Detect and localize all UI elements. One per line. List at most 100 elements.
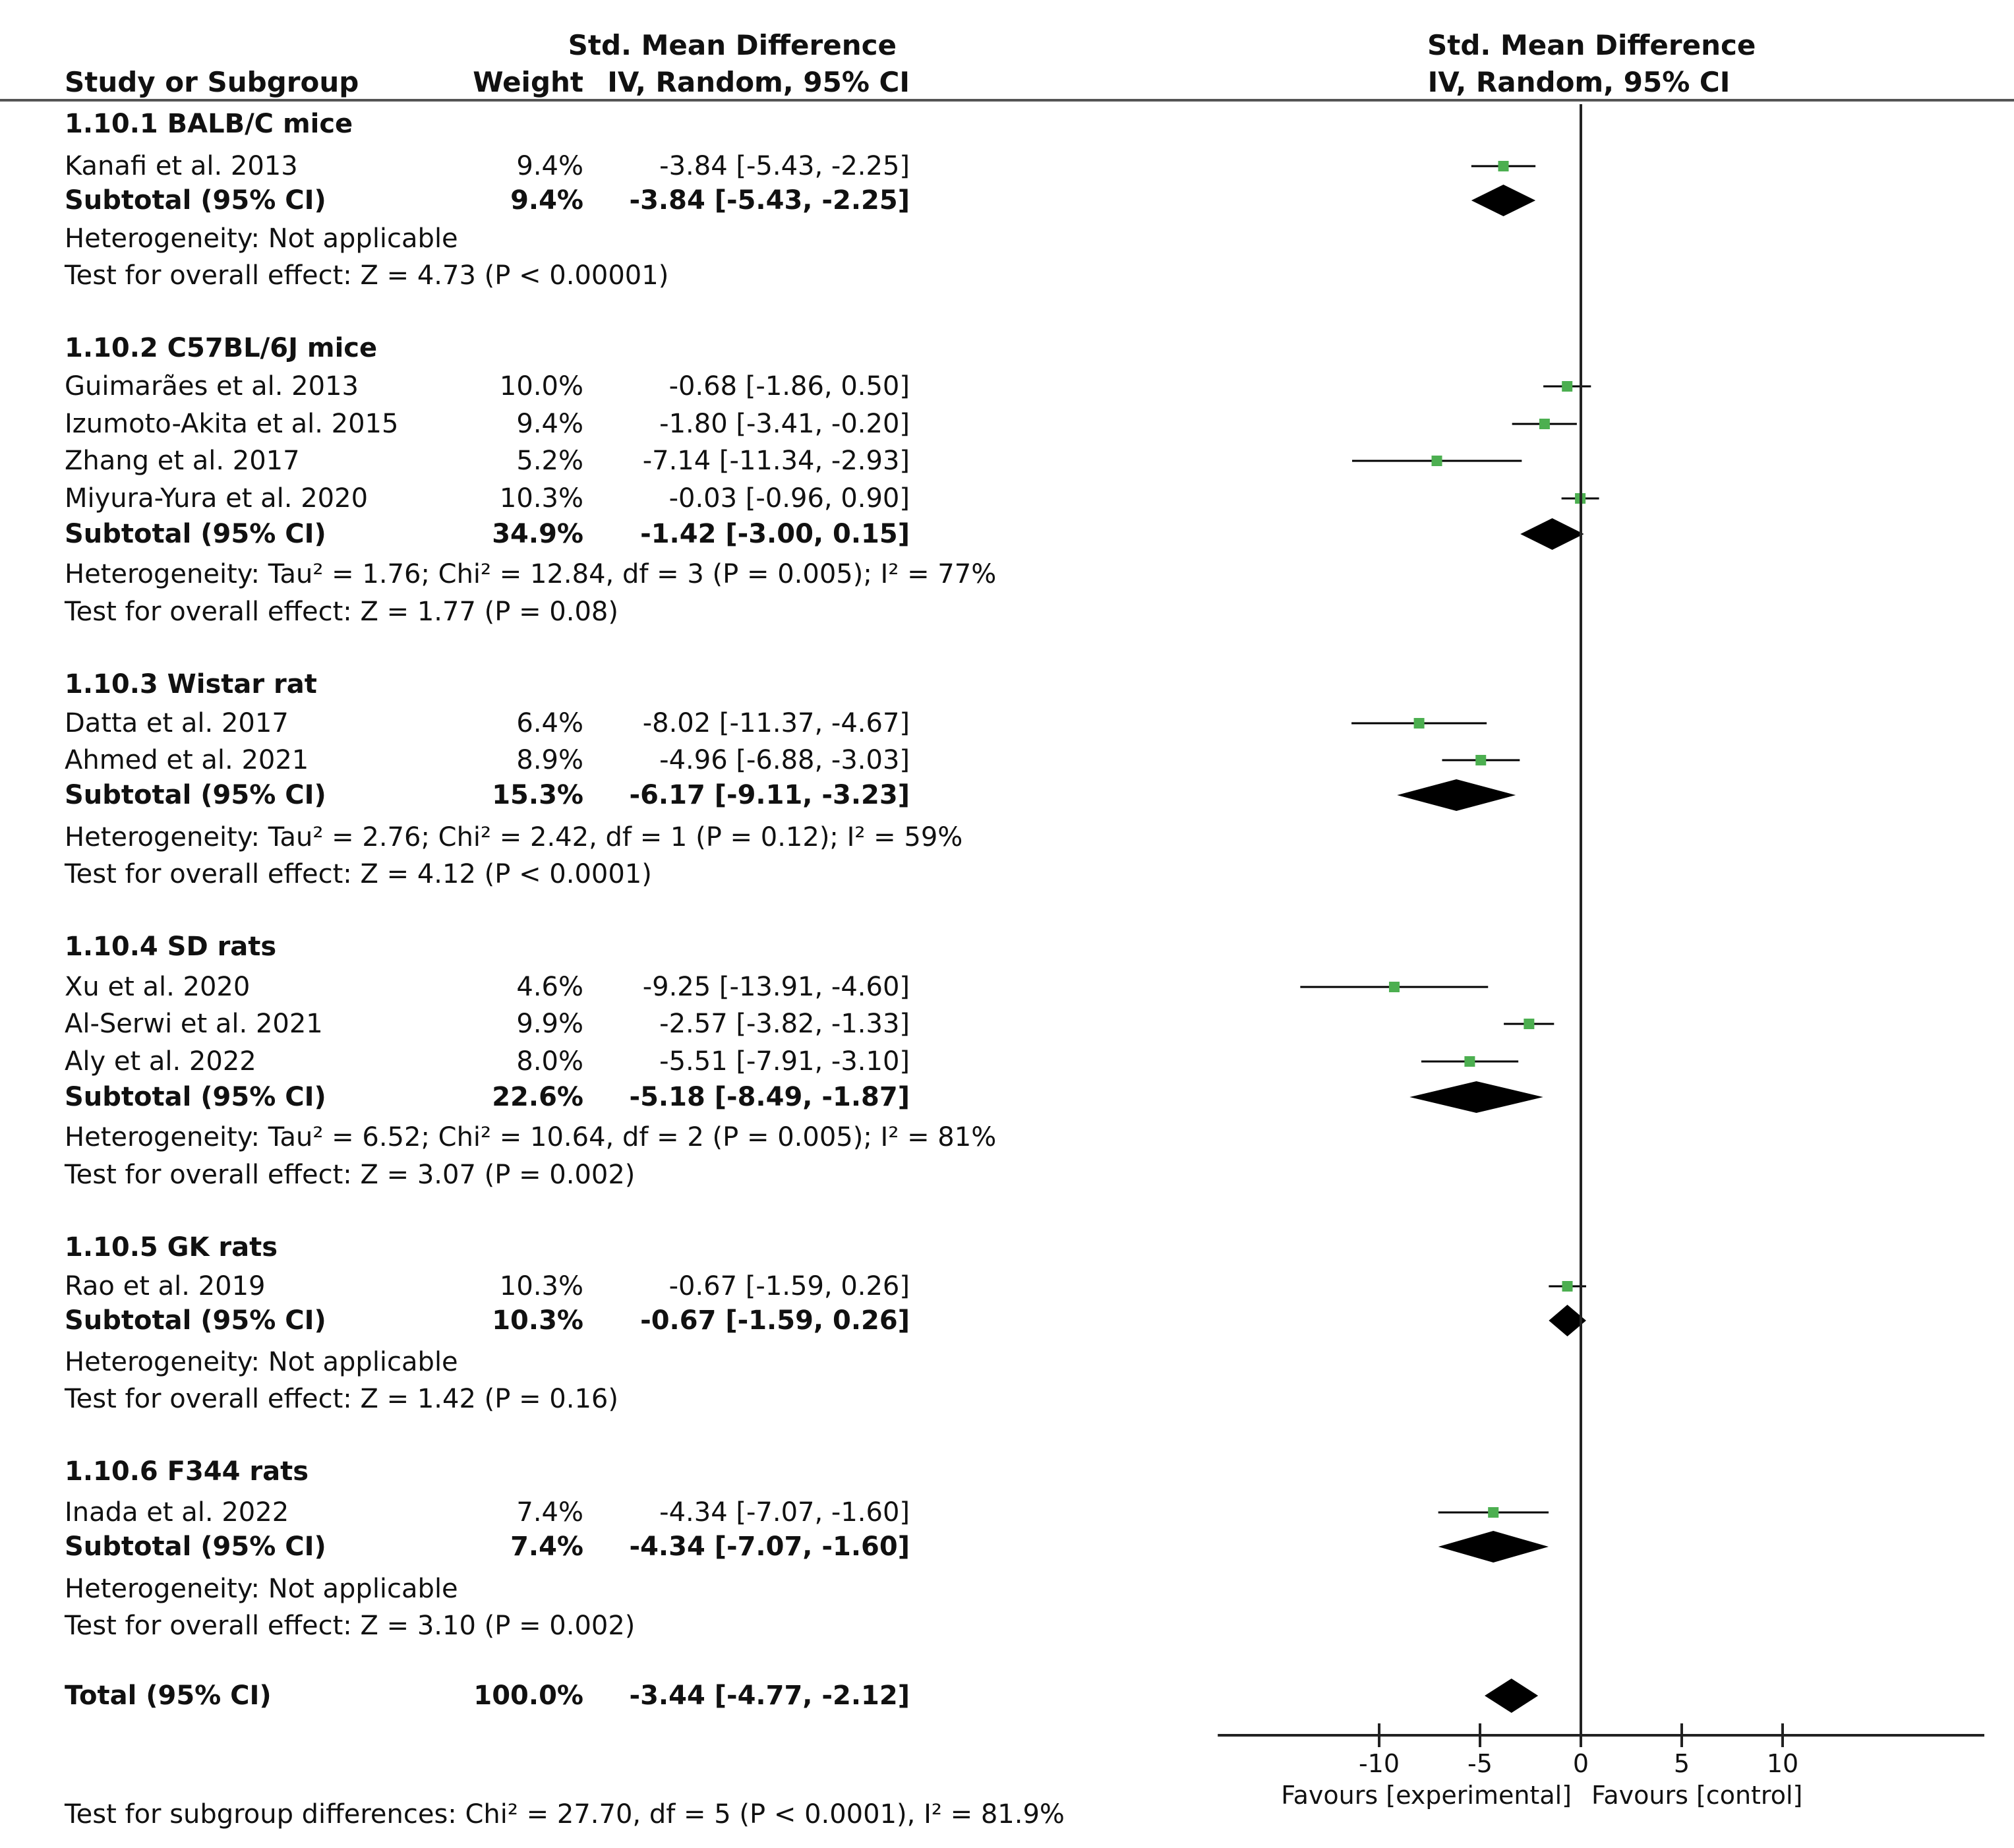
x-tick-label: 5 [1674,1749,1690,1778]
study-ci: -9.25 [-13.91, -4.60] [642,972,910,1002]
study-ci: -7.14 [-11.34, -2.93] [642,446,910,476]
subtotal-diamond [1438,1531,1549,1563]
study-name: Miyura-Yura et al. 2020 [65,483,369,514]
subtotal-ci: -0.67 [-1.59, 0.26] [640,1305,910,1336]
study-point [1475,755,1487,765]
study-name: Guimarães et al. 2013 [65,371,359,402]
subtotal-weight: 15.3% [492,780,583,810]
header-smd-method: IV, Random, 95% CI [607,66,910,98]
study-point [1524,1019,1535,1029]
study-point [1388,982,1400,992]
study-name: Kanafi et al. 2013 [65,151,298,181]
subtotal-label: Subtotal (95% CI) [65,1082,326,1112]
study-point [1488,1507,1499,1518]
favours-experimental-label: Favours [experimental] [1281,1781,1572,1810]
study-point [1562,1281,1573,1292]
study-ci: -1.80 [-3.41, -0.20] [659,409,910,439]
study-name: Rao et al. 2019 [65,1271,266,1301]
study-name: Aly et al. 2022 [65,1046,256,1077]
study-weight: 7.4% [516,1497,583,1528]
study-point [1562,381,1573,392]
group-title: 1.10.2 C57BL/6J mice [65,333,378,363]
study-weight: 10.3% [499,483,583,514]
x-tick-label: 10 [1767,1749,1798,1778]
subtotal-ci: -6.17 [-9.11, -3.23] [629,780,910,810]
subtotal-weight: 7.4% [510,1532,583,1562]
group-title: 1.10.3 Wistar rat [65,669,317,700]
overall-effect-text: Test for overall effect: Z = 3.07 (P = 0… [65,1160,636,1190]
x-tick-label: -5 [1467,1749,1493,1778]
study-point [1431,456,1442,466]
study-point [1539,419,1550,429]
heterogeneity-text: Heterogeneity: Not applicable [65,224,458,254]
study-weight: 8.0% [516,1046,583,1077]
group-title: 1.10.4 SD rats [65,932,277,962]
study-weight: 9.9% [516,1009,583,1039]
heterogeneity-text: Heterogeneity: Tau² = 1.76; Chi² = 12.84… [65,559,997,589]
subtotal-diamond [1520,518,1584,550]
study-weight: 5.2% [516,446,583,476]
subtotal-weight: 34.9% [492,519,583,549]
heterogeneity-text: Heterogeneity: Not applicable [65,1347,458,1377]
favours-control-label: Favours [control] [1591,1781,1802,1810]
subtotal-label: Subtotal (95% CI) [65,185,326,216]
subtotal-label: Subtotal (95% CI) [65,519,326,549]
total-label: Total (95% CI) [65,1681,272,1711]
overall-effect-text: Test for overall effect: Z = 1.77 (P = 0… [65,597,618,627]
study-ci: -8.02 [-11.37, -4.67] [642,708,910,738]
header-weight: Weight [473,66,583,98]
subtotal-ci: -1.42 [-3.00, 0.15] [640,519,910,549]
total-weight: 100.0% [473,1681,583,1711]
subtotal-weight: 10.3% [492,1305,583,1336]
overall-effect-text: Test for overall effect: Z = 4.73 (P < 0… [65,260,669,291]
header-plot-method: IV, Random, 95% CI [1427,66,1731,98]
subtotal-ci: -5.18 [-8.49, -1.87] [629,1082,910,1112]
header-study: Study or Subgroup [65,66,359,98]
subtotal-ci: -4.34 [-7.07, -1.60] [629,1532,910,1562]
header-plot-title: Std. Mean Difference [1427,29,1756,61]
study-name: Inada et al. 2022 [65,1497,289,1528]
subtotal-label: Subtotal (95% CI) [65,1532,326,1562]
overall-effect-text: Test for overall effect: Z = 4.12 (P < 0… [65,859,652,889]
study-ci: -0.03 [-0.96, 0.90] [668,483,910,514]
overall-effect-text: Test for overall effect: Z = 3.10 (P = 0… [65,1611,636,1641]
study-ci: -0.67 [-1.59, 0.26] [668,1271,910,1301]
heterogeneity-text: Heterogeneity: Tau² = 6.52; Chi² = 10.64… [65,1122,997,1152]
subtotal-diamond [1549,1305,1586,1336]
study-name: Al-Serwi et al. 2021 [65,1009,323,1039]
subtotal-diamond [1397,779,1516,811]
x-tick-label: 0 [1573,1749,1589,1778]
study-name: Datta et al. 2017 [65,708,289,738]
study-name: Xu et al. 2020 [65,972,251,1002]
study-ci: -3.84 [-5.43, -2.25] [659,151,910,181]
header-smd-title: Std. Mean Difference [568,29,897,61]
overall-effect-text: Test for overall effect: Z = 1.42 (P = 0… [65,1384,618,1414]
study-point [1413,718,1425,729]
subtotal-weight: 9.4% [510,185,583,216]
total-ci: -3.44 [-4.77, -2.12] [629,1681,910,1711]
study-name: Ahmed et al. 2021 [65,745,309,775]
study-weight: 9.4% [516,151,583,181]
study-weight: 6.4% [516,708,583,738]
study-name: Zhang et al. 2017 [65,446,300,476]
study-weight: 10.0% [499,371,583,402]
subtotal-label: Subtotal (95% CI) [65,1305,326,1336]
group-title: 1.10.6 F344 rats [65,1456,309,1487]
study-ci: -4.34 [-7.07, -1.60] [659,1497,910,1528]
study-ci: -5.51 [-7.91, -3.10] [659,1046,910,1077]
subgroup-differences-text: Test for subgroup differences: Chi² = 27… [65,1799,1065,1830]
heterogeneity-text: Heterogeneity: Not applicable [65,1574,458,1604]
x-tick-label: -10 [1359,1749,1400,1778]
subtotal-ci: -3.84 [-5.43, -2.25] [629,185,910,216]
study-ci: -2.57 [-3.82, -1.33] [659,1009,910,1039]
subtotal-label: Subtotal (95% CI) [65,780,326,810]
group-title: 1.10.5 GK rats [65,1232,278,1263]
subtotal-diamond [1409,1081,1543,1113]
heterogeneity-text: Heterogeneity: Tau² = 2.76; Chi² = 2.42,… [65,822,963,852]
study-ci: -0.68 [-1.86, 0.50] [668,371,910,402]
study-weight: 4.6% [516,972,583,1002]
study-weight: 9.4% [516,409,583,439]
study-point [1464,1056,1475,1067]
subtotal-weight: 22.6% [492,1082,583,1112]
